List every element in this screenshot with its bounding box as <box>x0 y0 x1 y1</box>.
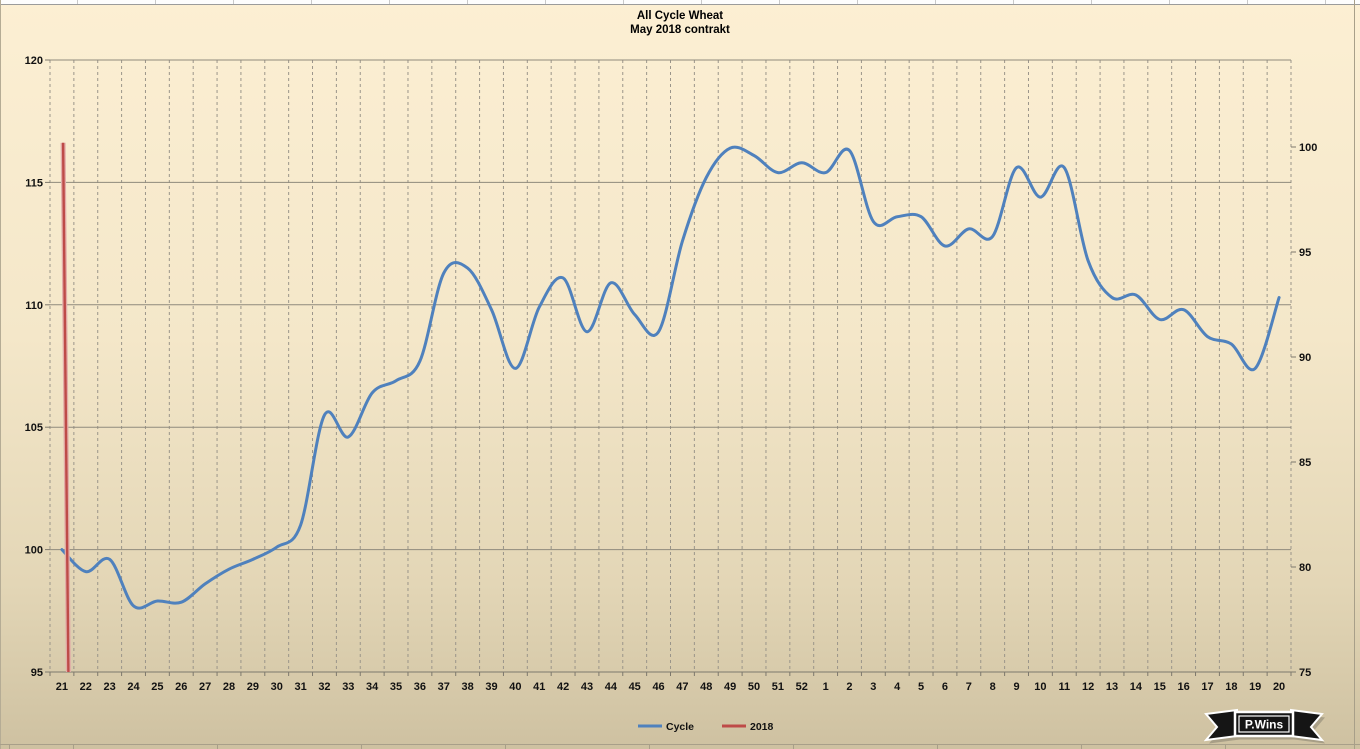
chart-subtitle: May 2018 contrakt <box>630 24 730 36</box>
series-cycle-line <box>60 145 1281 610</box>
x-axis-label: 29 <box>247 681 259 693</box>
spreadsheet-top-row <box>0 0 1360 5</box>
x-axis-label: 44 <box>605 681 618 693</box>
bottom-cell-border <box>0 744 1360 745</box>
x-axis-label: 51 <box>772 681 784 693</box>
left-axis-label: 110 <box>25 300 43 312</box>
x-axis-label: 47 <box>676 681 688 693</box>
x-axis-label: 11 <box>1058 681 1070 693</box>
right-axis-label: 90 <box>1299 352 1311 364</box>
x-axis-label: 14 <box>1130 681 1143 693</box>
x-axis-label: 8 <box>990 681 996 693</box>
chart-title-block: All Cycle Wheat May 2018 contrakt <box>0 9 1360 37</box>
x-axis-label: 26 <box>175 681 187 693</box>
x-axis-label: 35 <box>390 681 402 693</box>
x-axis-label: 27 <box>199 681 211 693</box>
x-axis-label: 15 <box>1154 681 1166 693</box>
x-axis-label: 32 <box>318 681 330 693</box>
x-axis-label: 24 <box>127 681 140 693</box>
x-axis-label: 2 <box>846 681 852 693</box>
series-2018-line <box>61 142 70 673</box>
x-axis-label: 4 <box>894 681 901 693</box>
x-axis-label: 30 <box>271 681 283 693</box>
x-axis-label: 10 <box>1034 681 1046 693</box>
x-axis-label: 18 <box>1225 681 1237 693</box>
x-axis-label: 48 <box>700 681 712 693</box>
x-axis-label: 13 <box>1106 681 1118 693</box>
ribbon-right-end <box>1290 708 1325 742</box>
left-edge-border <box>0 0 1 749</box>
right-cell-border <box>1354 0 1355 749</box>
x-axis-label: 6 <box>942 681 948 693</box>
x-axis-label: 7 <box>966 681 972 693</box>
x-axis-label: 39 <box>485 681 497 693</box>
x-axis-label: 46 <box>652 681 664 693</box>
x-axis-label: 5 <box>918 681 924 693</box>
right-axis-label: 80 <box>1299 562 1311 574</box>
right-axis-label: 100 <box>1299 142 1317 154</box>
x-axis-label: 9 <box>1013 681 1019 693</box>
x-axis-label: 37 <box>438 681 450 693</box>
ribbon-left-end <box>1203 708 1238 742</box>
x-axis-label: 43 <box>581 681 593 693</box>
x-axis-label: 20 <box>1273 681 1285 693</box>
x-axis-label: 12 <box>1082 681 1094 693</box>
x-axis-label: 17 <box>1201 681 1213 693</box>
x-axis-label: 22 <box>80 681 92 693</box>
x-axis-label: 36 <box>414 681 426 693</box>
x-axis-label: 40 <box>509 681 521 693</box>
left-axis-label: 105 <box>25 422 43 434</box>
pwins-logo: P.Wins <box>1203 705 1326 747</box>
x-axis-label: 50 <box>748 681 760 693</box>
x-axis-label: 34 <box>366 681 379 693</box>
x-axis-label: 3 <box>870 681 876 693</box>
logo-text: P.Wins <box>1245 718 1284 732</box>
x-axis-label: 33 <box>342 681 354 693</box>
x-axis-label: 28 <box>223 681 235 693</box>
x-axis-label: 1 <box>823 681 829 693</box>
chart-title: All Cycle Wheat <box>636 10 724 22</box>
right-axis-label: 75 <box>1299 667 1311 679</box>
x-axis-label: 52 <box>796 681 808 693</box>
x-axis-label: 31 <box>294 681 306 693</box>
left-axis-label: 95 <box>31 667 43 679</box>
left-axis-label: 120 <box>25 55 43 67</box>
x-axis-label: 42 <box>557 681 569 693</box>
x-axis-label: 16 <box>1177 681 1189 693</box>
x-axis-label: 45 <box>629 681 641 693</box>
x-axis-label: 21 <box>56 681 68 693</box>
x-axis-label: 23 <box>104 681 116 693</box>
x-axis-label: 49 <box>724 681 736 693</box>
x-axis-label: 19 <box>1249 681 1261 693</box>
legend-label-cycle: Cycle <box>666 721 694 733</box>
bottom-cell-ticks <box>0 745 1360 749</box>
right-axis-label: 95 <box>1299 247 1311 259</box>
x-axis-label: 38 <box>462 681 474 693</box>
left-axis-label: 100 <box>25 545 43 557</box>
x-axis-label: 25 <box>151 681 163 693</box>
legend-label-2018: 2018 <box>750 721 774 733</box>
right-axis-label: 85 <box>1299 457 1311 469</box>
left-axis-label: 115 <box>25 177 43 189</box>
x-axis-label: 41 <box>533 681 545 693</box>
